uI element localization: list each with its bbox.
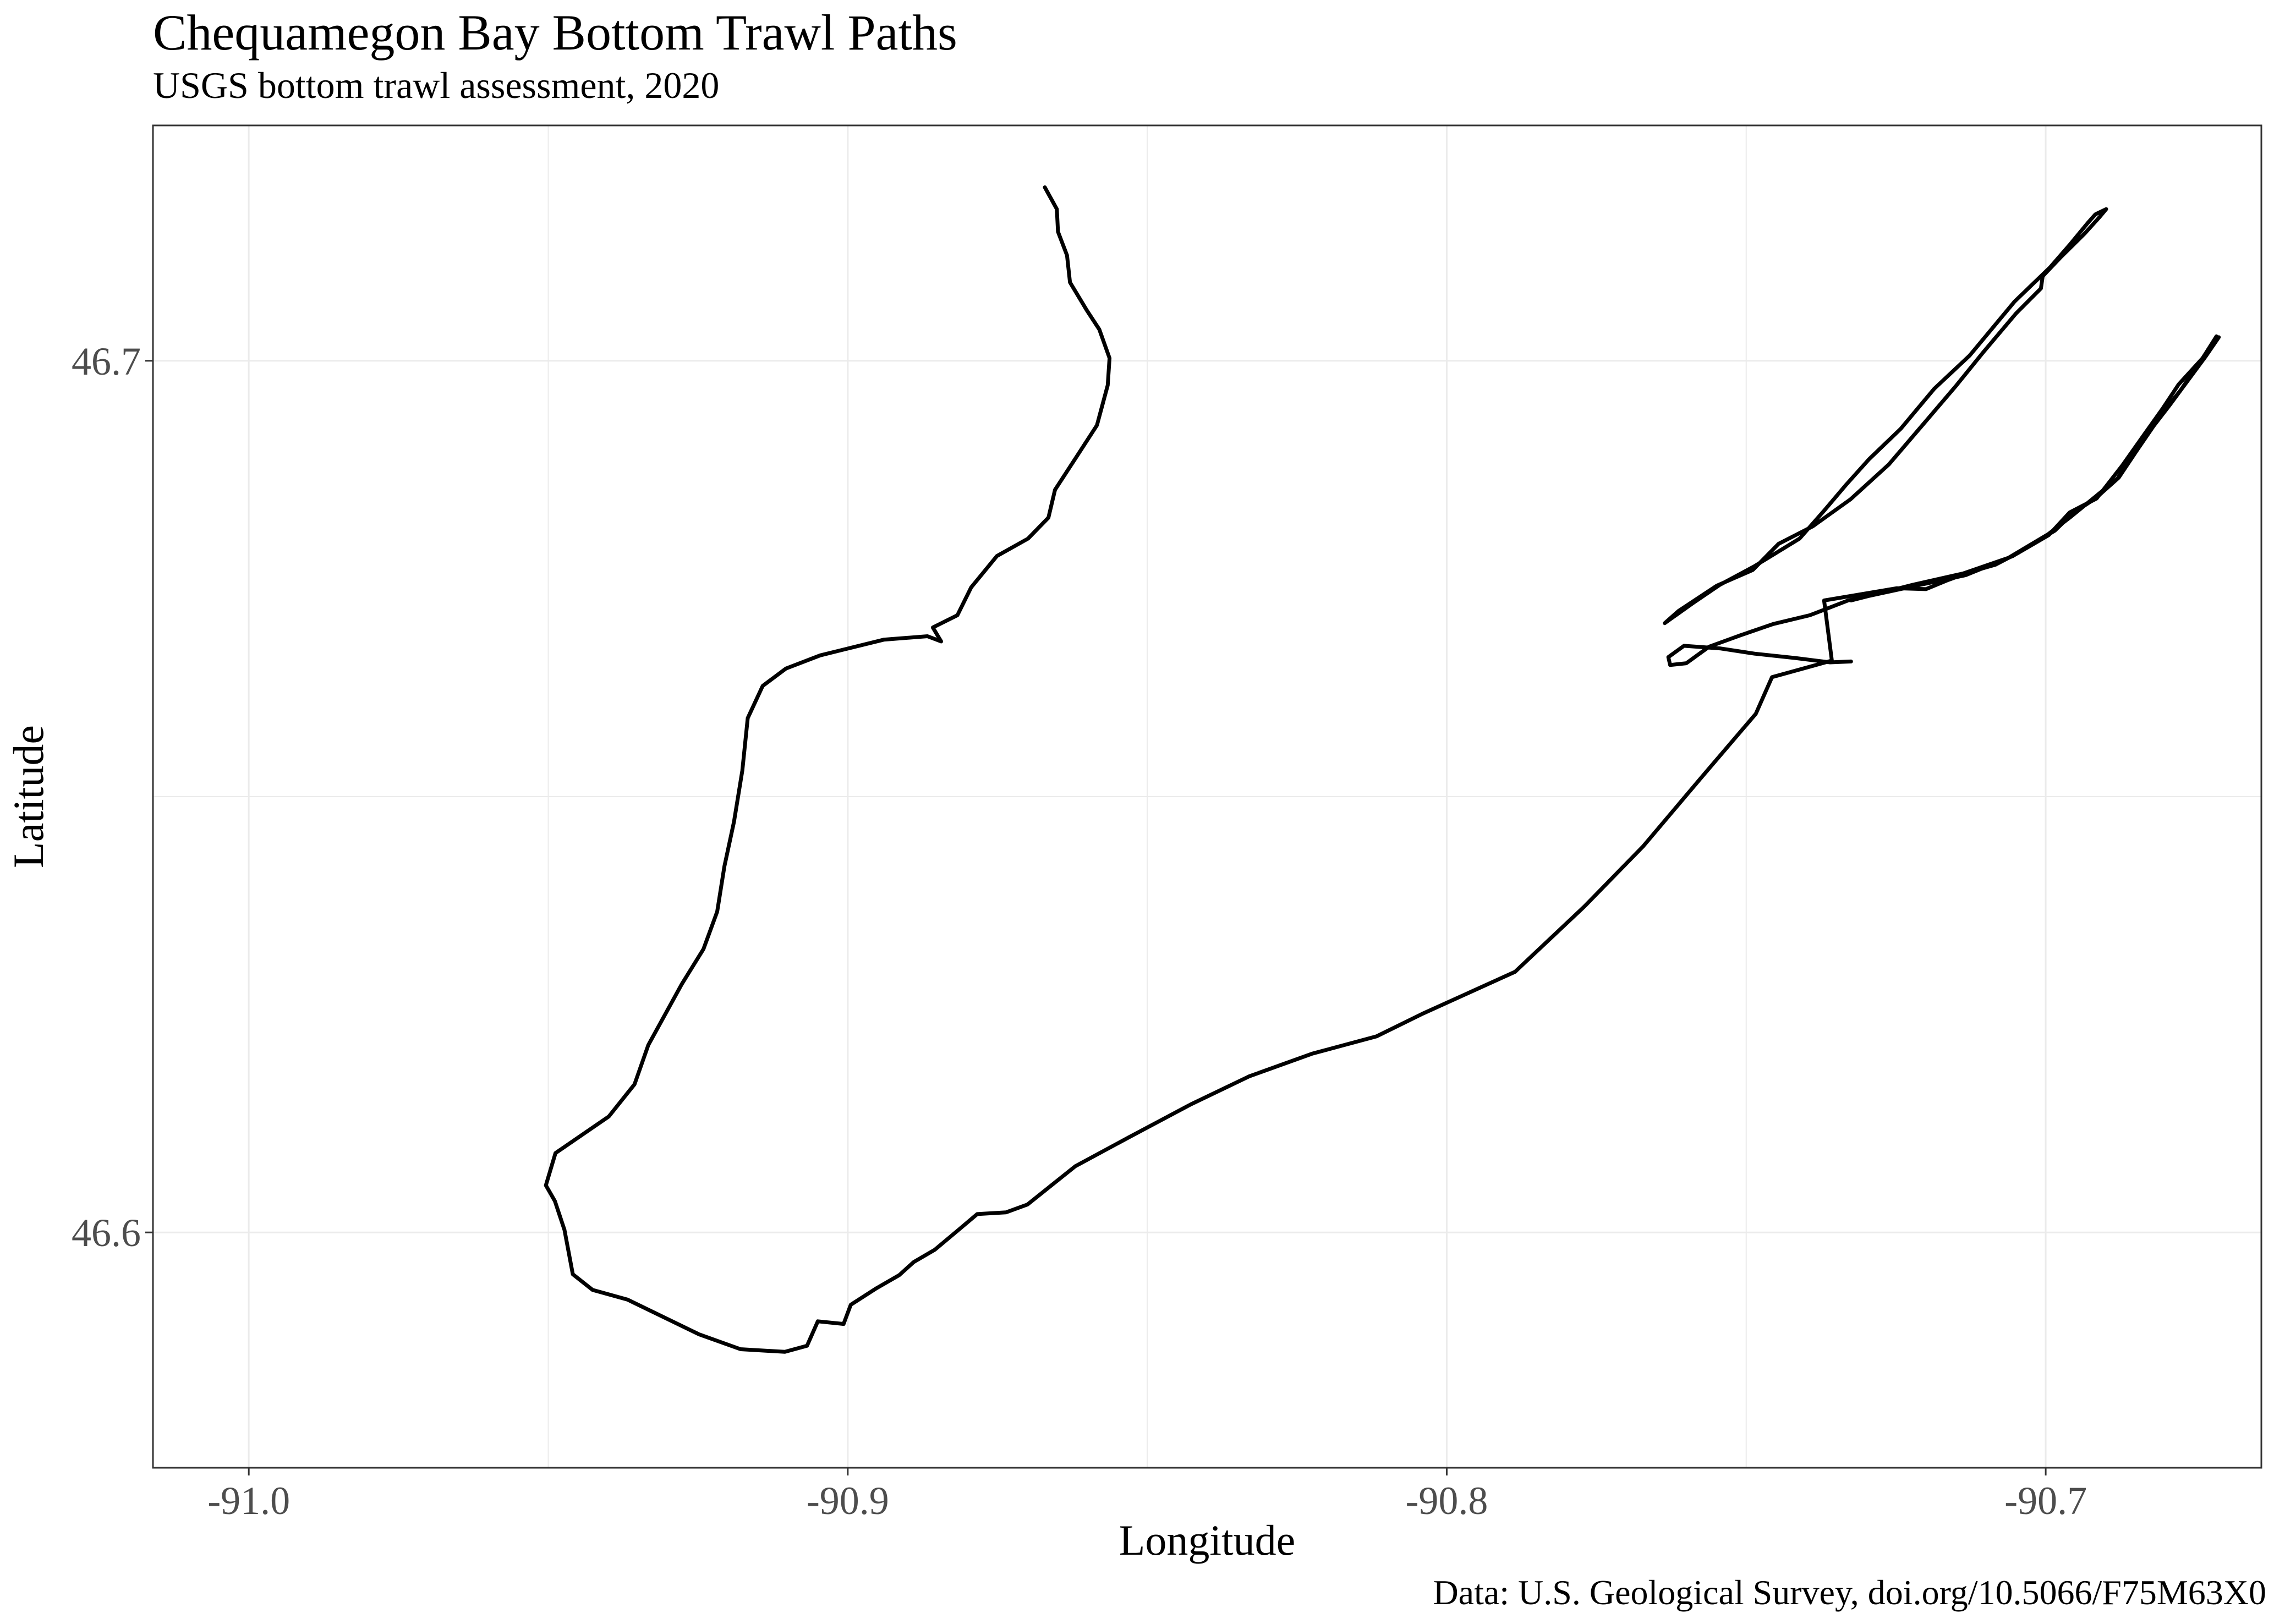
trawl-path-1 [544,185,2218,1354]
x-axis-title: Longitude [1119,1516,1296,1564]
y-axis-ticks: 46.6 46.7 [72,339,153,1255]
x-tick-label: -90.7 [2004,1479,2087,1523]
plot-panel-border [152,124,2262,1469]
y-tick-label: 46.6 [72,1211,141,1255]
y-tick-label: 46.7 [72,339,141,383]
y-axis-title: Latitude [4,725,52,868]
trawl-paths [544,185,2221,1354]
trawl-path-2 [1663,207,2108,626]
x-tick-label: -90.9 [807,1479,889,1523]
chart-subtitle: USGS bottom trawl assessment, 2020 [153,64,720,106]
chart-title: Chequamegon Bay Bottom Trawl Paths [153,4,957,61]
x-tick-label: -91.0 [207,1479,290,1523]
x-tick-label: -90.8 [1405,1479,1488,1523]
grid-lines [153,125,2261,1468]
x-axis-ticks: -91.0 -90.9 -90.8 -90.7 [207,1468,2087,1523]
trawl-path-3 [1666,335,2221,667]
data-source-caption: Data: U.S. Geological Survey, doi.org/10… [1433,1573,2266,1612]
